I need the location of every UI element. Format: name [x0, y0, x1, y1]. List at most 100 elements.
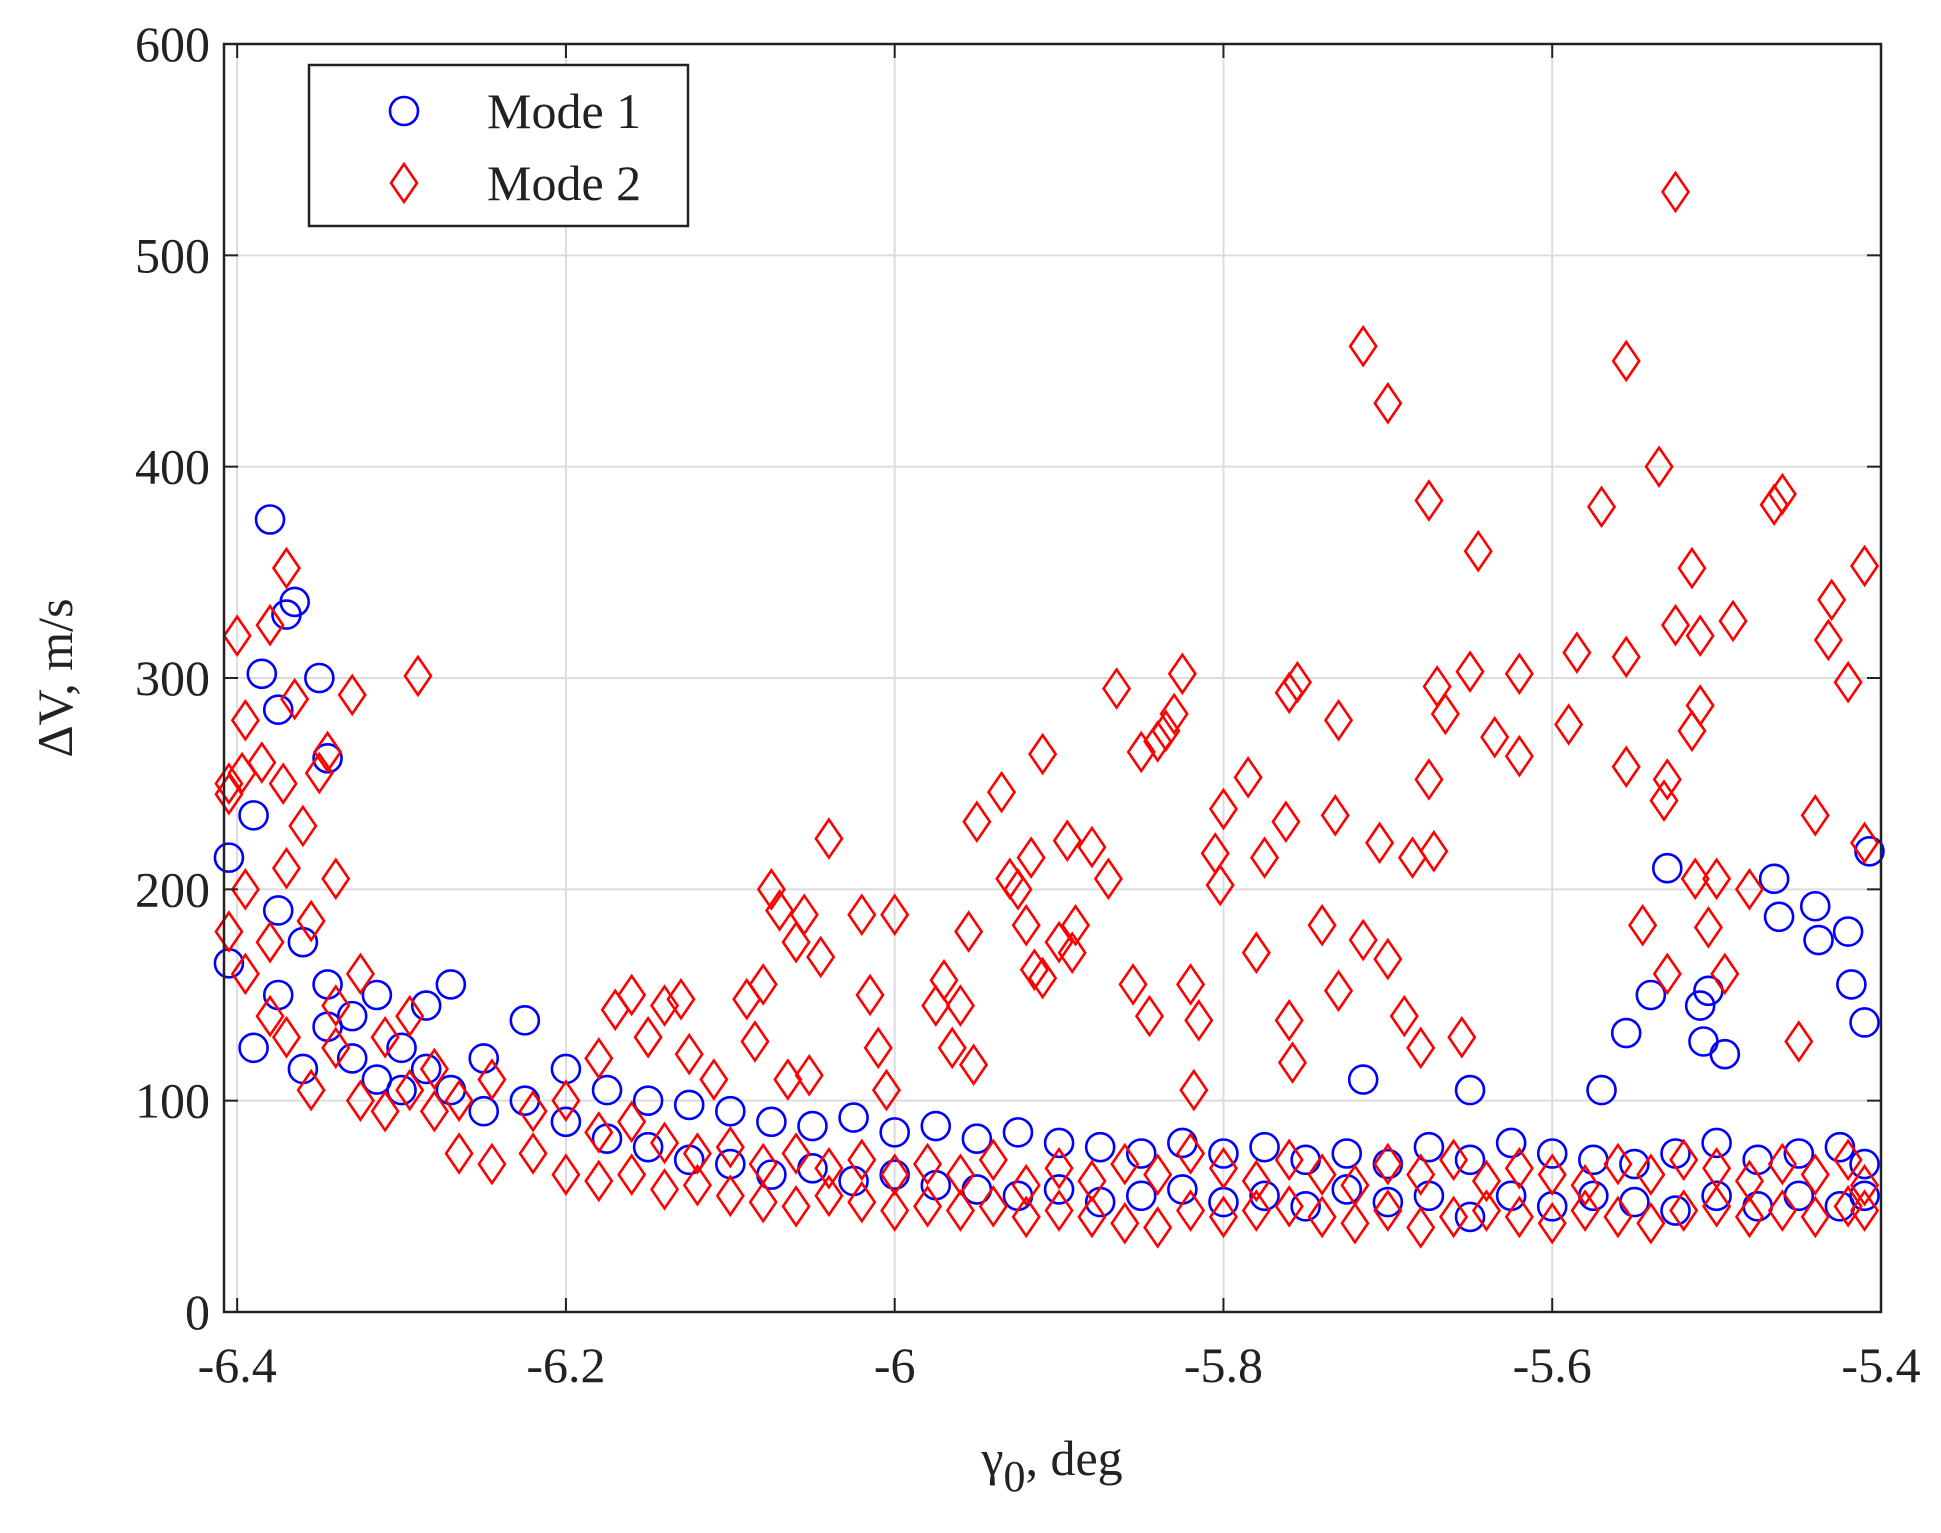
diamond-marker	[740, 1020, 770, 1063]
diamond-marker	[230, 868, 260, 911]
axes: 0 100 200 300 400 500 600 -6.4 -6.2 -6 -5.8 -5.6 -5.…	[135, 16, 1921, 1393]
plot-frame	[222, 42, 1883, 1314]
diamond-marker	[682, 1132, 713, 1175]
diamond-marker	[1348, 918, 1378, 962]
circle-marker	[386, 1032, 417, 1064]
y-tick-label: 100	[135, 1073, 210, 1129]
diamond-marker	[1389, 994, 1419, 1038]
circle-marker	[1002, 1117, 1034, 1148]
diamond-marker	[1710, 952, 1740, 996]
circle-marker	[756, 1106, 787, 1138]
diamond-marker	[1554, 703, 1584, 746]
diamond-marker	[1406, 1206, 1436, 1249]
diamond-marker	[1734, 1195, 1765, 1239]
diamond-marker	[1537, 1153, 1567, 1196]
diamond-marker	[1611, 339, 1641, 383]
diamond-marker	[682, 1163, 713, 1207]
diamond-marker	[1179, 1068, 1209, 1112]
diamond-marker	[1011, 1195, 1041, 1239]
diamond-marker	[1323, 698, 1354, 742]
diamond-marker	[1685, 614, 1715, 658]
diamond-marker	[781, 1185, 811, 1228]
diamond-marker	[1208, 787, 1239, 831]
diamond-marker	[1611, 745, 1641, 789]
diamond-marker	[1373, 1142, 1403, 1186]
diamond-marker	[1233, 756, 1263, 799]
diamond-marker	[1176, 963, 1206, 1006]
diamond-marker	[1274, 1185, 1304, 1228]
circle-marker	[632, 1131, 664, 1163]
diamond-marker	[748, 1180, 778, 1224]
y-tick-label: 200	[135, 861, 210, 917]
diamond-marker	[1143, 1206, 1173, 1249]
diamond-marker	[1406, 1026, 1436, 1070]
circle-marker	[509, 1005, 541, 1036]
diamond-marker	[551, 1153, 581, 1196]
diamond-marker	[1652, 758, 1682, 801]
diamond-marker	[227, 751, 257, 795]
diamond-marker	[781, 920, 811, 964]
diamond-marker	[781, 1132, 811, 1175]
diamond-marker	[674, 1032, 704, 1076]
diamond-marker	[1028, 732, 1058, 776]
diamond-marker	[1734, 868, 1765, 911]
diamond-marker	[280, 677, 310, 721]
diamond-marker	[271, 546, 302, 590]
diamond-marker	[1455, 650, 1485, 693]
diamond-marker	[986, 770, 1017, 814]
diamond-marker	[1274, 671, 1304, 715]
y-tick-label: 400	[135, 439, 210, 495]
circle-marker	[1043, 1127, 1075, 1159]
diamond-marker	[1504, 652, 1534, 696]
diamond-marker	[1373, 381, 1403, 425]
diamond-marker	[1323, 969, 1354, 1013]
diamond-marker	[1677, 546, 1707, 590]
circle-marker	[673, 1089, 705, 1121]
diamond-marker	[649, 1121, 680, 1165]
diamond-marker	[1110, 1201, 1140, 1245]
circle-marker	[1849, 1180, 1880, 1212]
diamond-marker	[312, 730, 343, 774]
diamond-marker	[395, 1068, 425, 1112]
diamond-marker	[1044, 1189, 1074, 1232]
diamond-marker	[880, 1189, 910, 1232]
circle-marker	[1413, 1131, 1445, 1163]
circle-marker	[1660, 1195, 1691, 1226]
diamond-marker	[345, 1079, 376, 1122]
circle-marker	[388, 95, 420, 127]
circle-marker	[254, 504, 286, 535]
diamond-marker	[1077, 825, 1107, 869]
circle-marker	[591, 1074, 623, 1106]
diamond-marker	[1271, 800, 1301, 844]
circle-marker	[715, 1095, 746, 1127]
diamond-marker	[1044, 1146, 1074, 1190]
diamond-marker	[1447, 1015, 1477, 1059]
circle-marker	[1331, 1174, 1363, 1205]
diamond-marker	[962, 800, 992, 844]
diamond-marker	[649, 1168, 680, 1211]
diamond-marker	[1126, 730, 1156, 774]
diamond-marker	[1660, 170, 1691, 214]
diamond-marker	[945, 1189, 976, 1232]
diamond-marker	[1849, 1163, 1880, 1207]
diamond-marker	[1011, 903, 1041, 947]
circle-marker	[1331, 1138, 1363, 1169]
diamond-marker	[288, 804, 318, 848]
diamond-marker	[222, 614, 252, 658]
circle-marker	[1208, 1138, 1239, 1169]
diamond-marker	[1016, 836, 1046, 879]
legend-box	[307, 63, 690, 228]
diamond-marker	[1057, 931, 1087, 975]
diamond-marker	[1767, 1142, 1797, 1186]
circle-marker	[1610, 1017, 1642, 1049]
diamond-marker	[321, 984, 351, 1027]
diamond-marker	[296, 899, 326, 943]
diamond-marker	[1504, 734, 1534, 778]
diamond-marker	[794, 1054, 824, 1097]
circle-marker	[1635, 979, 1667, 1011]
diamond-marker	[912, 1185, 943, 1228]
circle-marker	[410, 990, 442, 1021]
diamond-marker	[1504, 1195, 1534, 1239]
diamond-marker	[1463, 529, 1493, 573]
